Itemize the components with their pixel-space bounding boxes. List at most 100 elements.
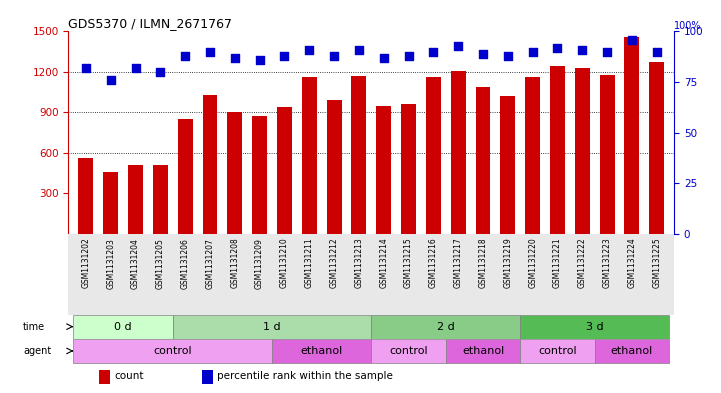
Point xyxy=(502,53,513,59)
Bar xyxy=(600,75,614,234)
Point xyxy=(80,65,92,71)
Bar xyxy=(202,369,213,384)
Bar xyxy=(79,158,93,234)
Point xyxy=(378,55,389,61)
Point xyxy=(204,48,216,55)
Bar xyxy=(74,314,173,339)
Bar xyxy=(376,106,392,234)
Text: GSM1131219: GSM1131219 xyxy=(503,238,513,288)
Bar xyxy=(595,339,669,363)
Point xyxy=(651,48,663,55)
Text: GSM1131216: GSM1131216 xyxy=(429,238,438,288)
Text: ethanol: ethanol xyxy=(462,346,504,356)
Text: GSM1131205: GSM1131205 xyxy=(156,238,165,288)
Bar xyxy=(99,369,110,384)
Point xyxy=(328,53,340,59)
Text: GSM1131207: GSM1131207 xyxy=(205,238,214,288)
Text: GSM1131225: GSM1131225 xyxy=(653,238,661,288)
Bar xyxy=(327,100,342,234)
Text: 1 d: 1 d xyxy=(263,322,281,332)
Text: 3 d: 3 d xyxy=(586,322,603,332)
Text: 2 d: 2 d xyxy=(437,322,455,332)
Text: GSM1131221: GSM1131221 xyxy=(553,238,562,288)
Bar xyxy=(575,68,590,234)
Bar xyxy=(277,107,292,234)
Bar xyxy=(371,339,446,363)
Bar xyxy=(227,112,242,234)
Point xyxy=(353,46,365,53)
Text: GSM1131218: GSM1131218 xyxy=(479,238,487,288)
Text: GSM1131223: GSM1131223 xyxy=(603,238,611,288)
Text: GSM1131212: GSM1131212 xyxy=(329,238,339,288)
Text: agent: agent xyxy=(23,346,51,356)
Bar xyxy=(153,165,168,234)
Point xyxy=(254,57,265,63)
Text: control: control xyxy=(389,346,428,356)
Text: GSM1131213: GSM1131213 xyxy=(355,238,363,288)
Bar xyxy=(103,172,118,234)
Text: ethanol: ethanol xyxy=(611,346,653,356)
Bar xyxy=(446,339,521,363)
Bar xyxy=(272,339,371,363)
Text: GSM1131222: GSM1131222 xyxy=(578,238,587,288)
Point xyxy=(527,48,539,55)
Text: count: count xyxy=(114,371,143,381)
Point xyxy=(452,42,464,49)
Text: GDS5370 / ILMN_2671767: GDS5370 / ILMN_2671767 xyxy=(68,17,232,30)
Bar xyxy=(476,87,490,234)
Bar xyxy=(177,119,193,234)
Text: GSM1131211: GSM1131211 xyxy=(305,238,314,288)
Point xyxy=(105,77,117,83)
Point xyxy=(428,48,439,55)
Text: ethanol: ethanol xyxy=(301,346,342,356)
Bar xyxy=(203,95,218,234)
Bar xyxy=(128,165,143,234)
Bar xyxy=(173,314,371,339)
Bar xyxy=(426,77,441,234)
Text: GSM1131217: GSM1131217 xyxy=(454,238,463,288)
Text: 0 d: 0 d xyxy=(115,322,132,332)
Text: GSM1131220: GSM1131220 xyxy=(528,238,537,288)
Text: GSM1131214: GSM1131214 xyxy=(379,238,388,288)
Text: GSM1131202: GSM1131202 xyxy=(81,238,90,288)
Text: control: control xyxy=(154,346,192,356)
Bar xyxy=(74,339,272,363)
Point xyxy=(601,48,613,55)
Bar xyxy=(302,77,317,234)
Bar xyxy=(550,66,565,234)
Text: 100%: 100% xyxy=(674,22,702,31)
Point xyxy=(180,53,191,59)
Text: GSM1131224: GSM1131224 xyxy=(627,238,637,288)
Point xyxy=(403,53,415,59)
Text: percentile rank within the sample: percentile rank within the sample xyxy=(217,371,393,381)
Text: GSM1131210: GSM1131210 xyxy=(280,238,289,288)
Bar xyxy=(371,314,521,339)
Text: GSM1131203: GSM1131203 xyxy=(106,238,115,288)
Bar xyxy=(451,70,466,234)
Bar xyxy=(401,104,416,234)
Point xyxy=(626,37,637,43)
Point xyxy=(130,65,141,71)
Text: GSM1131206: GSM1131206 xyxy=(181,238,190,288)
Text: GSM1131215: GSM1131215 xyxy=(404,238,413,288)
Point xyxy=(304,46,315,53)
Bar xyxy=(525,77,540,234)
Bar xyxy=(521,339,595,363)
Text: time: time xyxy=(23,322,45,332)
Bar xyxy=(500,96,516,234)
Point xyxy=(279,53,291,59)
Point xyxy=(229,55,241,61)
Text: GSM1131209: GSM1131209 xyxy=(255,238,264,288)
Point xyxy=(154,69,166,75)
Point xyxy=(577,46,588,53)
Text: GSM1131204: GSM1131204 xyxy=(131,238,140,288)
Bar xyxy=(624,37,640,234)
Text: GSM1131208: GSM1131208 xyxy=(230,238,239,288)
Bar xyxy=(521,314,669,339)
Bar xyxy=(650,62,664,234)
Point xyxy=(552,44,563,51)
Bar xyxy=(252,116,267,234)
Text: control: control xyxy=(538,346,577,356)
Bar xyxy=(351,76,366,234)
Point xyxy=(477,51,489,57)
